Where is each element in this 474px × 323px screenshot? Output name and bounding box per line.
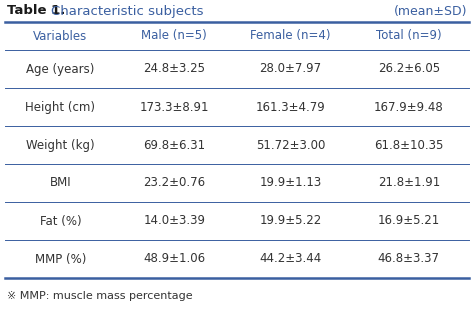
Text: Table 1.: Table 1. (7, 5, 65, 17)
Text: 167.9±9.48: 167.9±9.48 (374, 100, 444, 113)
Text: 28.0±7.97: 28.0±7.97 (259, 62, 321, 76)
Text: 161.3±4.79: 161.3±4.79 (255, 100, 325, 113)
Text: Height (cm): Height (cm) (26, 100, 95, 113)
Text: 19.9±1.13: 19.9±1.13 (259, 176, 321, 190)
Text: Characteristic subjects: Characteristic subjects (51, 5, 203, 17)
Text: Total (n=9): Total (n=9) (376, 29, 442, 43)
Text: 19.9±5.22: 19.9±5.22 (259, 214, 321, 227)
Text: BMI: BMI (50, 176, 71, 190)
Text: 51.72±3.00: 51.72±3.00 (255, 139, 325, 151)
Text: 44.2±3.44: 44.2±3.44 (259, 253, 321, 266)
Text: 14.0±3.39: 14.0±3.39 (143, 214, 205, 227)
Text: 48.9±1.06: 48.9±1.06 (143, 253, 205, 266)
Text: 173.3±8.91: 173.3±8.91 (139, 100, 209, 113)
Text: (mean±SD): (mean±SD) (393, 5, 467, 17)
Text: 61.8±10.35: 61.8±10.35 (374, 139, 444, 151)
Text: 21.8±1.91: 21.8±1.91 (378, 176, 440, 190)
Text: Weight (kg): Weight (kg) (26, 139, 95, 151)
Text: 23.2±0.76: 23.2±0.76 (143, 176, 205, 190)
Text: 16.9±5.21: 16.9±5.21 (378, 214, 440, 227)
Text: Age (years): Age (years) (26, 62, 95, 76)
Text: MMP (%): MMP (%) (35, 253, 86, 266)
Text: Male (n=5): Male (n=5) (141, 29, 207, 43)
Text: 24.8±3.25: 24.8±3.25 (143, 62, 205, 76)
Text: 69.8±6.31: 69.8±6.31 (143, 139, 205, 151)
Text: 46.8±3.37: 46.8±3.37 (378, 253, 440, 266)
Text: ※ MMP: muscle mass percentage: ※ MMP: muscle mass percentage (7, 291, 193, 301)
Text: Fat (%): Fat (%) (40, 214, 81, 227)
Text: 26.2±6.05: 26.2±6.05 (378, 62, 440, 76)
Text: Female (n=4): Female (n=4) (250, 29, 330, 43)
Text: Variables: Variables (33, 29, 88, 43)
